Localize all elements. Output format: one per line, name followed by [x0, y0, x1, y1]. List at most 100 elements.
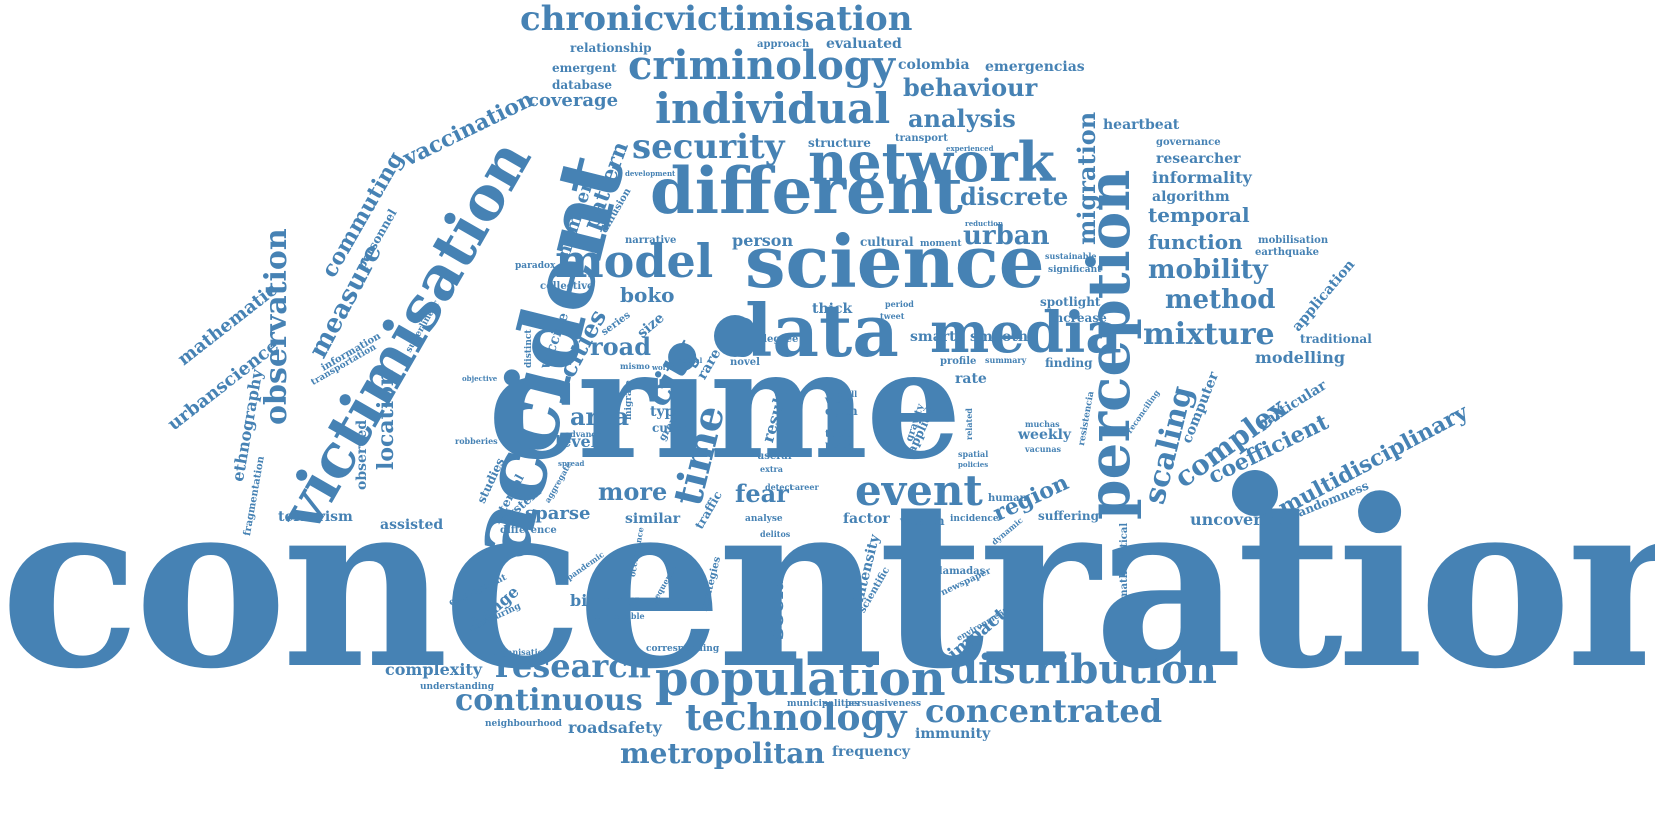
word: social	[763, 568, 789, 640]
word: reduction	[965, 219, 1004, 228]
word: useful	[757, 451, 792, 462]
word: immunity	[915, 726, 991, 742]
word: degree	[760, 334, 799, 345]
word: finding	[1045, 356, 1093, 370]
word: comparable	[592, 611, 645, 621]
word: difference	[500, 525, 557, 536]
word: crime	[488, 317, 961, 493]
word: weekly	[1018, 427, 1072, 443]
word: delitos	[760, 529, 791, 539]
word: approach	[757, 39, 810, 50]
word: mobilisation	[1258, 235, 1329, 246]
word: collective	[540, 281, 594, 292]
word: narrative	[625, 235, 677, 246]
word: robberies	[455, 436, 498, 446]
word: migration	[1072, 111, 1101, 245]
word: individual	[655, 84, 891, 133]
word: algorithm	[1152, 189, 1230, 205]
word: coverage	[528, 90, 619, 111]
word: method	[1165, 285, 1276, 315]
word: urban	[963, 221, 1050, 251]
word: municipalities	[787, 699, 860, 709]
word: database	[552, 78, 613, 92]
word: mismo	[620, 361, 650, 371]
word: understanding	[420, 682, 494, 692]
word: informality	[1152, 168, 1252, 187]
word: migrate	[624, 380, 634, 420]
word: emergencias	[985, 59, 1085, 75]
word: transport	[895, 133, 948, 144]
word: significant	[1048, 265, 1102, 275]
word: moment	[920, 239, 962, 249]
word: researcher	[1156, 151, 1241, 167]
word: science	[745, 219, 1045, 304]
word: governance	[1156, 137, 1221, 148]
word: analyse	[745, 514, 783, 524]
word: wealth	[900, 514, 945, 528]
word: smooth	[970, 329, 1029, 345]
word: earthquake	[1255, 247, 1320, 258]
word: thick	[812, 301, 853, 317]
word: persuasiveness	[845, 699, 922, 709]
word: detect	[765, 482, 794, 492]
word: roadsafety	[568, 718, 662, 737]
word: model	[555, 234, 714, 288]
word: area	[570, 402, 630, 431]
word: muchas	[1025, 419, 1060, 429]
word: corresponding	[646, 644, 720, 654]
word: spread	[558, 459, 585, 468]
word: cultural	[860, 235, 914, 249]
word: summary	[985, 355, 1027, 365]
word: increase	[1050, 311, 1107, 325]
word: paradox	[515, 261, 556, 271]
word: novel	[730, 357, 760, 368]
word: rate	[955, 371, 987, 387]
word: uncovering	[1190, 510, 1291, 529]
word: period	[885, 299, 914, 309]
word: profile	[940, 356, 977, 367]
word: development	[625, 169, 676, 178]
word: extra	[760, 464, 783, 474]
word: continuous	[455, 683, 643, 718]
word: suffering	[1038, 509, 1099, 523]
word: sparse	[525, 503, 591, 524]
word: temporal	[1148, 203, 1250, 227]
dot-decoration	[1232, 470, 1278, 516]
word: similar	[625, 511, 681, 527]
word: binning	[570, 591, 640, 610]
word: neighbourhood	[485, 719, 562, 729]
word: human	[988, 493, 1027, 504]
word: network	[808, 130, 1055, 194]
word: event	[855, 466, 983, 515]
word: open	[825, 404, 858, 418]
word: mixture	[1143, 317, 1275, 352]
word: factor	[843, 511, 890, 527]
word: related	[964, 408, 974, 440]
word: criminology	[628, 42, 895, 89]
word: vacunas	[1025, 444, 1062, 454]
word: world	[652, 363, 674, 372]
word: road	[590, 332, 651, 361]
word: observed	[354, 419, 370, 490]
word: peak	[825, 440, 852, 451]
word: research	[495, 647, 651, 685]
word: population	[655, 651, 946, 707]
word: media	[930, 300, 1122, 366]
word: traditional	[1300, 332, 1372, 346]
word: sustainable	[1045, 251, 1097, 261]
word: actual	[678, 356, 703, 365]
word: emergent	[552, 61, 617, 75]
word: relationship	[570, 41, 652, 55]
word: distribution	[950, 646, 1217, 693]
word: spotlight	[1040, 295, 1101, 309]
word: incidence	[950, 514, 999, 524]
word: structure	[808, 136, 871, 150]
word: terrorism	[278, 509, 353, 525]
word: view	[825, 395, 850, 406]
word: behaviour	[903, 73, 1038, 102]
word: topic	[825, 429, 854, 440]
word: person	[732, 231, 794, 250]
dot-decoration	[714, 315, 756, 357]
word: metropolitan	[620, 737, 825, 770]
